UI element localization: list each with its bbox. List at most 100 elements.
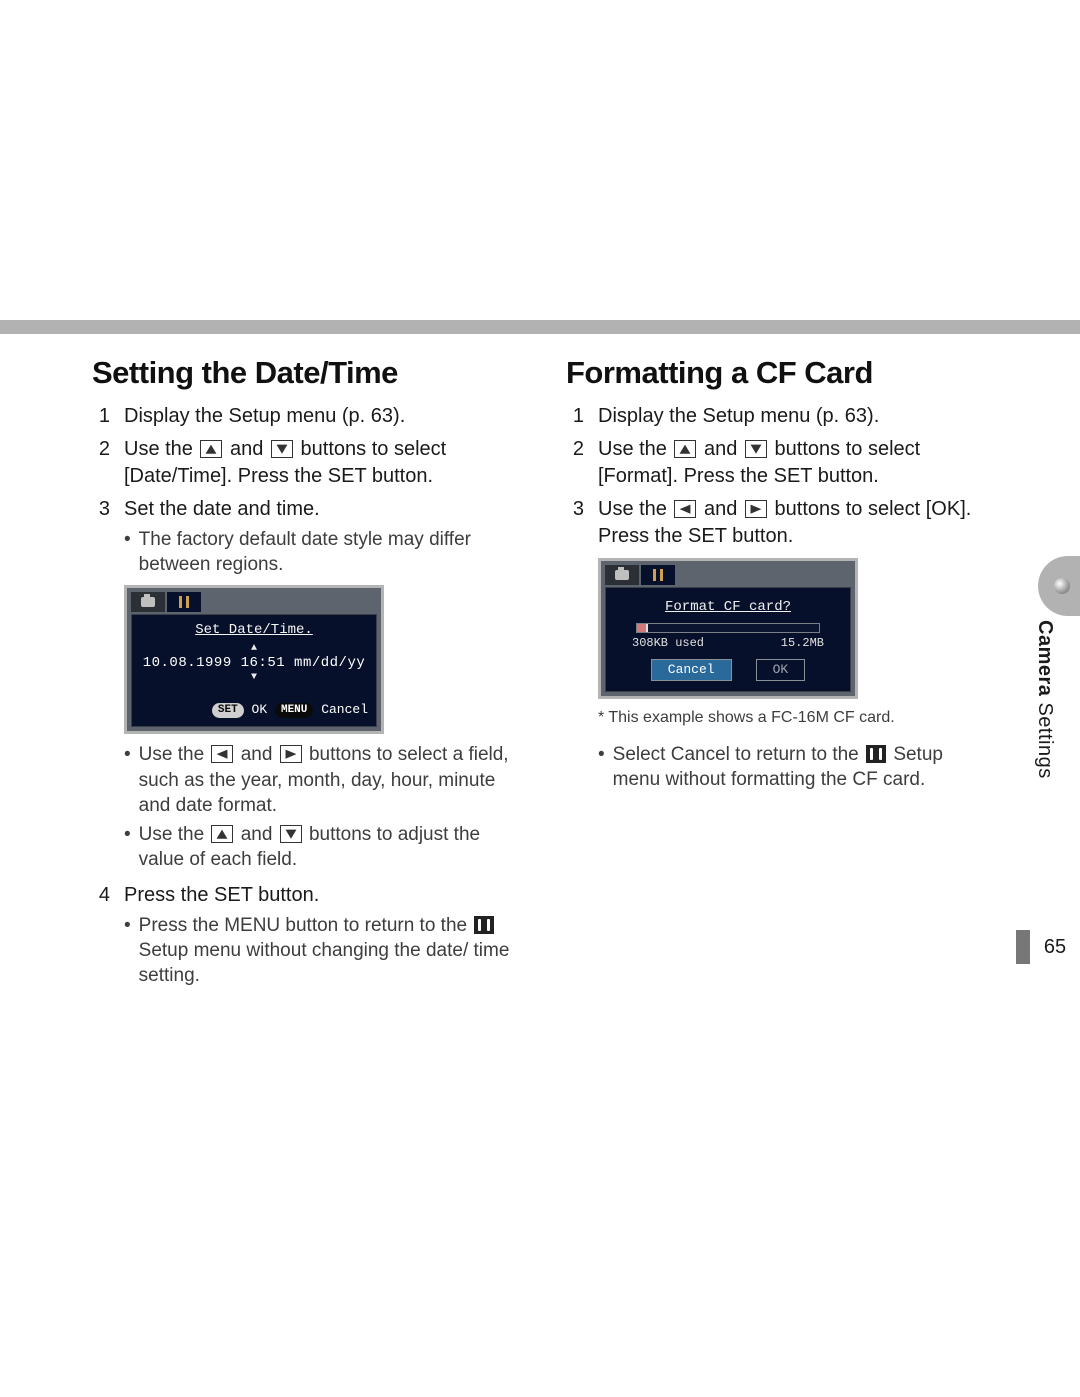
step-body: Press the SET button. Press the MENU but… <box>124 882 518 992</box>
down-caret-icon: ▼ <box>140 673 368 683</box>
set-pill: SET <box>212 703 244 718</box>
step-4: 4 Press the SET button. Press the MENU b… <box>92 882 518 992</box>
lcd-title: Format CF card? <box>618 598 838 617</box>
text: Use the <box>124 438 198 460</box>
bullet-text: Press the MENU button to return to the S… <box>139 913 518 988</box>
bullet-text: The factory default date style may diffe… <box>139 527 518 577</box>
page-number-block: 65 <box>1016 930 1080 964</box>
text: Use the <box>139 824 210 845</box>
lcd-footer: SET OK MENU Cancel <box>140 701 368 719</box>
lcd-tab-camera-icon <box>605 565 639 585</box>
step-body: Use the and buttons to select [OK]. Pres… <box>598 496 992 796</box>
page-number-bar <box>1016 930 1030 964</box>
bullet: The factory default date style may diffe… <box>124 527 518 577</box>
left-arrow-icon <box>674 500 696 518</box>
section-label-rest: Settings <box>1034 696 1056 778</box>
used-label: 308KB used <box>632 635 704 651</box>
step-number: 3 <box>92 496 110 876</box>
lcd-screen: Format CF card? 308KB used 15.2MB Cancel… <box>605 587 851 692</box>
lcd-tabs <box>605 565 851 585</box>
step-number: 2 <box>92 436 110 490</box>
tools-icon <box>866 745 886 763</box>
page-number: 65 <box>1030 930 1080 964</box>
bullet: Press the MENU button to return to the S… <box>124 913 518 988</box>
header-rule <box>0 320 1080 334</box>
right-arrow-icon <box>280 745 302 763</box>
step-1: 1 Display the Setup menu (p. 63). <box>566 403 992 430</box>
bullet-text: Use the and buttons to adjust the value … <box>139 822 518 872</box>
final-bullets: Select Cancel to return to the Setup men… <box>598 742 992 792</box>
text: and <box>241 744 278 765</box>
section-label: Camera Settings <box>1033 620 1056 779</box>
step-1: 1 Display the Setup menu (p. 63). <box>92 403 518 430</box>
text: Setup menu without changing the date/ ti… <box>139 940 510 986</box>
step-text: Display the Setup menu (p. 63). <box>598 403 992 430</box>
step-text: Use the and buttons to select [OK]. Pres… <box>598 498 971 547</box>
step-2: 2 Use the and buttons to select [Format]… <box>566 436 992 490</box>
step-2: 2 Use the and buttons to select [Date/Ti… <box>92 436 518 490</box>
left-column: Setting the Date/Time 1 Display the Setu… <box>92 355 518 998</box>
right-arrow-icon <box>745 500 767 518</box>
step-number: 3 <box>566 496 584 796</box>
lcd-tab-camera-icon <box>131 592 165 612</box>
text: Select Cancel to return to the <box>613 744 864 765</box>
lcd-ok-button: OK <box>756 659 806 681</box>
cancel-label: Cancel <box>321 702 368 717</box>
ok-label: OK <box>252 702 268 717</box>
text: Use the <box>139 744 210 765</box>
step-number: 1 <box>566 403 584 430</box>
step-text: Use the and buttons to select [Date/Time… <box>124 436 518 490</box>
example-caption: * This example shows a FC-16M CF card. <box>598 707 992 729</box>
step-number: 2 <box>566 436 584 490</box>
down-arrow-icon <box>280 825 302 843</box>
usage-bar-fill <box>637 624 648 632</box>
page-content: Setting the Date/Time 1 Display the Setu… <box>92 355 992 998</box>
heading-datetime: Setting the Date/Time <box>92 355 518 391</box>
lcd-value: 10.08.1999 16:51 mm/dd/yy <box>140 654 368 673</box>
step-number: 1 <box>92 403 110 430</box>
lcd-tab-tools-icon <box>641 565 675 585</box>
lcd-tabs <box>131 592 377 612</box>
step-text: Press the SET button. <box>124 884 319 906</box>
lcd-format: Format CF card? 308KB used 15.2MB Cancel… <box>598 558 858 699</box>
step-text: Display the Setup menu (p. 63). <box>124 403 518 430</box>
up-caret-icon: ▲ <box>140 644 368 654</box>
down-arrow-icon <box>271 440 293 458</box>
lcd-buttons: Cancel OK <box>618 659 838 681</box>
menu-pill: MENU <box>275 703 313 718</box>
tools-icon <box>474 916 494 934</box>
bullet-text: Use the and buttons to select a field, s… <box>139 742 518 817</box>
section-label-bold: Camera <box>1034 620 1056 696</box>
bullet: Use the and buttons to select a field, s… <box>124 742 518 817</box>
left-arrow-icon <box>211 745 233 763</box>
text: and <box>704 438 743 460</box>
step-text: Use the and buttons to select [Format]. … <box>598 436 992 490</box>
text: Use the <box>598 438 672 460</box>
steps-datetime: 1 Display the Setup menu (p. 63). 2 Use … <box>92 403 518 992</box>
up-arrow-icon <box>200 440 222 458</box>
step-3: 3 Set the date and time. The factory def… <box>92 496 518 876</box>
lcd-screen: Set Date/Time. ▲ 10.08.1999 16:51 mm/dd/… <box>131 614 377 727</box>
down-arrow-icon <box>745 440 767 458</box>
up-arrow-icon <box>674 440 696 458</box>
lcd-title: Set Date/Time. <box>140 621 368 640</box>
steps-format: 1 Display the Setup menu (p. 63). 2 Use … <box>566 403 992 796</box>
lcd-datetime: Set Date/Time. ▲ 10.08.1999 16:51 mm/dd/… <box>124 585 384 734</box>
text: and <box>704 498 743 520</box>
text: Use the <box>598 498 672 520</box>
usage-labels: 308KB used 15.2MB <box>632 635 824 651</box>
text: Press the MENU button to return to the <box>139 915 473 936</box>
text: and <box>241 824 278 845</box>
lcd-cancel-button: Cancel <box>651 659 732 681</box>
size-label: 15.2MB <box>781 635 824 651</box>
heading-format: Formatting a CF Card <box>566 355 992 391</box>
up-arrow-icon <box>211 825 233 843</box>
sub-bullets: Press the MENU button to return to the S… <box>124 913 518 988</box>
sub-bullets: The factory default date style may diffe… <box>124 527 518 577</box>
text: and <box>230 438 269 460</box>
step-body: Set the date and time. The factory defau… <box>124 496 518 876</box>
right-column: Formatting a CF Card 1 Display the Setup… <box>566 355 992 998</box>
bullet: Use the and buttons to adjust the value … <box>124 822 518 872</box>
step-number: 4 <box>92 882 110 992</box>
step-text: Set the date and time. <box>124 498 320 520</box>
